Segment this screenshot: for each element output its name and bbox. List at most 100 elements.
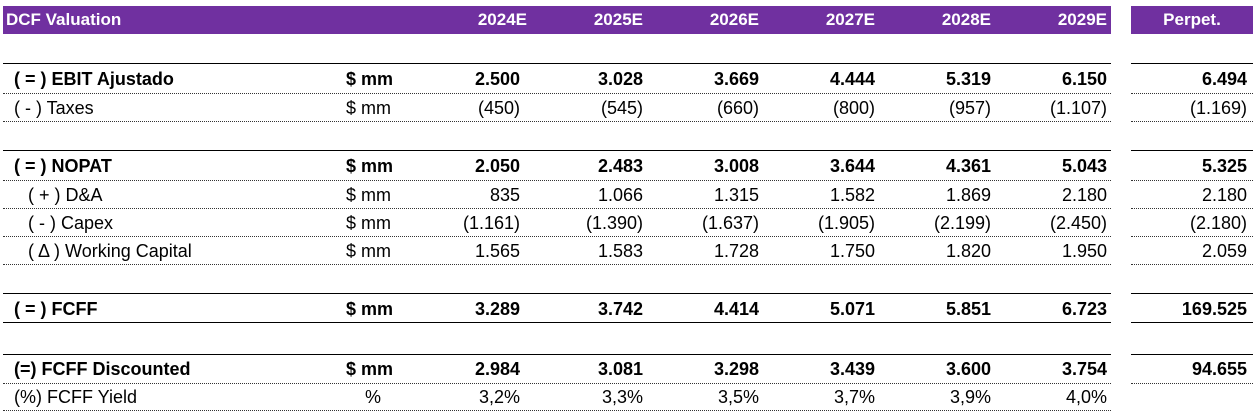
perpetuity-cell: (2.180) [1189, 213, 1247, 233]
value-cell: (1.107) [1049, 98, 1107, 118]
value-cell: 3.008 [713, 156, 759, 176]
row-label: ( - ) Capex [28, 213, 114, 233]
header-bar [3, 6, 1111, 34]
perpetuity-cell: 5.325 [1201, 156, 1247, 176]
dotted-divider [1131, 383, 1253, 384]
value-cell: (2.199) [933, 213, 991, 233]
perpetuity-cell: 6.494 [1201, 69, 1247, 89]
value-cell: 3,2% [478, 387, 520, 407]
value-cell: 6.150 [1061, 69, 1107, 89]
divider [3, 150, 1111, 151]
year-header: 2025E [593, 10, 643, 29]
value-cell: 2.500 [474, 69, 520, 89]
value-cell: (957) [948, 98, 991, 118]
divider [3, 63, 1111, 64]
dotted-divider [3, 180, 1111, 181]
divider [3, 293, 1111, 294]
value-cell: (660) [716, 98, 759, 118]
table-row: ( = ) FCFF $ mm 3.289 3.742 4.414 5.071 … [0, 295, 1257, 323]
year-header: 2024E [477, 10, 527, 29]
dotted-divider [3, 236, 1111, 237]
value-cell: 2.984 [474, 359, 520, 379]
value-cell: 835 [489, 185, 520, 205]
value-cell: 3.644 [829, 156, 875, 176]
divider [1131, 322, 1253, 323]
value-cell: (800) [832, 98, 875, 118]
value-cell: 3.439 [829, 359, 875, 379]
value-cell: 3.742 [597, 299, 643, 319]
value-cell: 4.444 [829, 69, 875, 89]
value-cell: 3.289 [474, 299, 520, 319]
row-label: ( = ) FCFF [14, 299, 98, 319]
table-row: ( = ) EBIT Ajustado $ mm 2.500 3.028 3.6… [0, 65, 1257, 93]
year-header: 2027E [825, 10, 875, 29]
value-cell: 1.728 [713, 241, 759, 261]
value-cell: (2.450) [1049, 213, 1107, 233]
value-cell: 5.851 [945, 299, 991, 319]
divider [1131, 293, 1253, 294]
value-cell: 4.361 [945, 156, 991, 176]
table-row: (=) FCFF Discounted $ mm 2.984 3.081 3.2… [0, 355, 1257, 383]
row-unit: $ mm [346, 241, 391, 261]
value-cell: 3.754 [1061, 359, 1107, 379]
value-cell: 3.669 [713, 69, 759, 89]
value-cell: 3,7% [833, 387, 875, 407]
table-row: ( - ) Taxes $ mm (450) (545) (660) (800)… [0, 94, 1257, 122]
table-row: ( + ) D&A $ mm 835 1.066 1.315 1.582 1.8… [0, 181, 1257, 209]
value-cell: 5.319 [945, 69, 991, 89]
perpetuity-cell: (1.169) [1189, 98, 1247, 118]
table-row: ( - ) Capex $ mm (1.161) (1.390) (1.637)… [0, 209, 1257, 237]
value-cell: (450) [477, 98, 520, 118]
dotted-divider [1131, 180, 1253, 181]
row-unit: % [364, 387, 381, 407]
year-header: 2026E [709, 10, 759, 29]
dotted-divider [1131, 121, 1253, 122]
value-cell: 1.869 [945, 185, 991, 205]
value-cell: 5.043 [1061, 156, 1107, 176]
value-cell: 3.081 [597, 359, 643, 379]
value-cell: 1.315 [713, 185, 759, 205]
value-cell: (1.161) [462, 213, 520, 233]
row-label: (%) FCFF Yield [14, 387, 138, 407]
value-cell: 2.050 [474, 156, 520, 176]
value-cell: 4.414 [713, 299, 759, 319]
row-label: ( = ) NOPAT [14, 156, 112, 176]
value-cell: 5.071 [829, 299, 875, 319]
dotted-divider [1131, 264, 1253, 265]
perpetuity-cell: 2.059 [1201, 241, 1247, 261]
row-unit: $ mm [346, 359, 394, 379]
table-row: ( = ) NOPAT $ mm 2.050 2.483 3.008 3.644… [0, 152, 1257, 180]
dotted-divider [3, 208, 1111, 209]
dotted-divider [3, 93, 1111, 94]
value-cell: 1.750 [829, 241, 875, 261]
perpetuity-header: Perpet. [1163, 10, 1221, 29]
table-title: DCF Valuation [6, 10, 122, 29]
value-cell: 3.028 [597, 69, 643, 89]
year-header: 2028E [941, 10, 991, 29]
value-cell: 1.565 [474, 241, 520, 261]
value-cell: (545) [600, 98, 643, 118]
value-cell: (1.637) [701, 213, 759, 233]
divider [1131, 63, 1253, 64]
value-cell: 2.483 [597, 156, 643, 176]
value-cell: 1.582 [829, 185, 875, 205]
value-cell: 6.723 [1061, 299, 1107, 319]
divider [3, 322, 1111, 323]
row-unit: $ mm [346, 98, 391, 118]
header-bar-perpetuity [1131, 6, 1253, 34]
dotted-divider [3, 121, 1111, 122]
value-cell: 3,3% [601, 387, 643, 407]
value-cell: (1.905) [817, 213, 875, 233]
table-row: ( Δ ) Working Capital $ mm 1.565 1.583 1… [0, 237, 1257, 265]
year-header: 2029E [1057, 10, 1107, 29]
value-cell: 3.600 [945, 359, 991, 379]
row-unit: $ mm [346, 299, 394, 319]
row-label: ( - ) Taxes [14, 98, 94, 118]
dotted-divider [1131, 208, 1253, 209]
dotted-divider [3, 383, 1111, 384]
value-cell: 3,9% [949, 387, 991, 407]
perpetuity-cell: 94.655 [1191, 359, 1247, 379]
value-cell: 1.583 [597, 241, 643, 261]
row-label: ( Δ ) Working Capital [28, 241, 192, 261]
divider [1131, 354, 1253, 355]
